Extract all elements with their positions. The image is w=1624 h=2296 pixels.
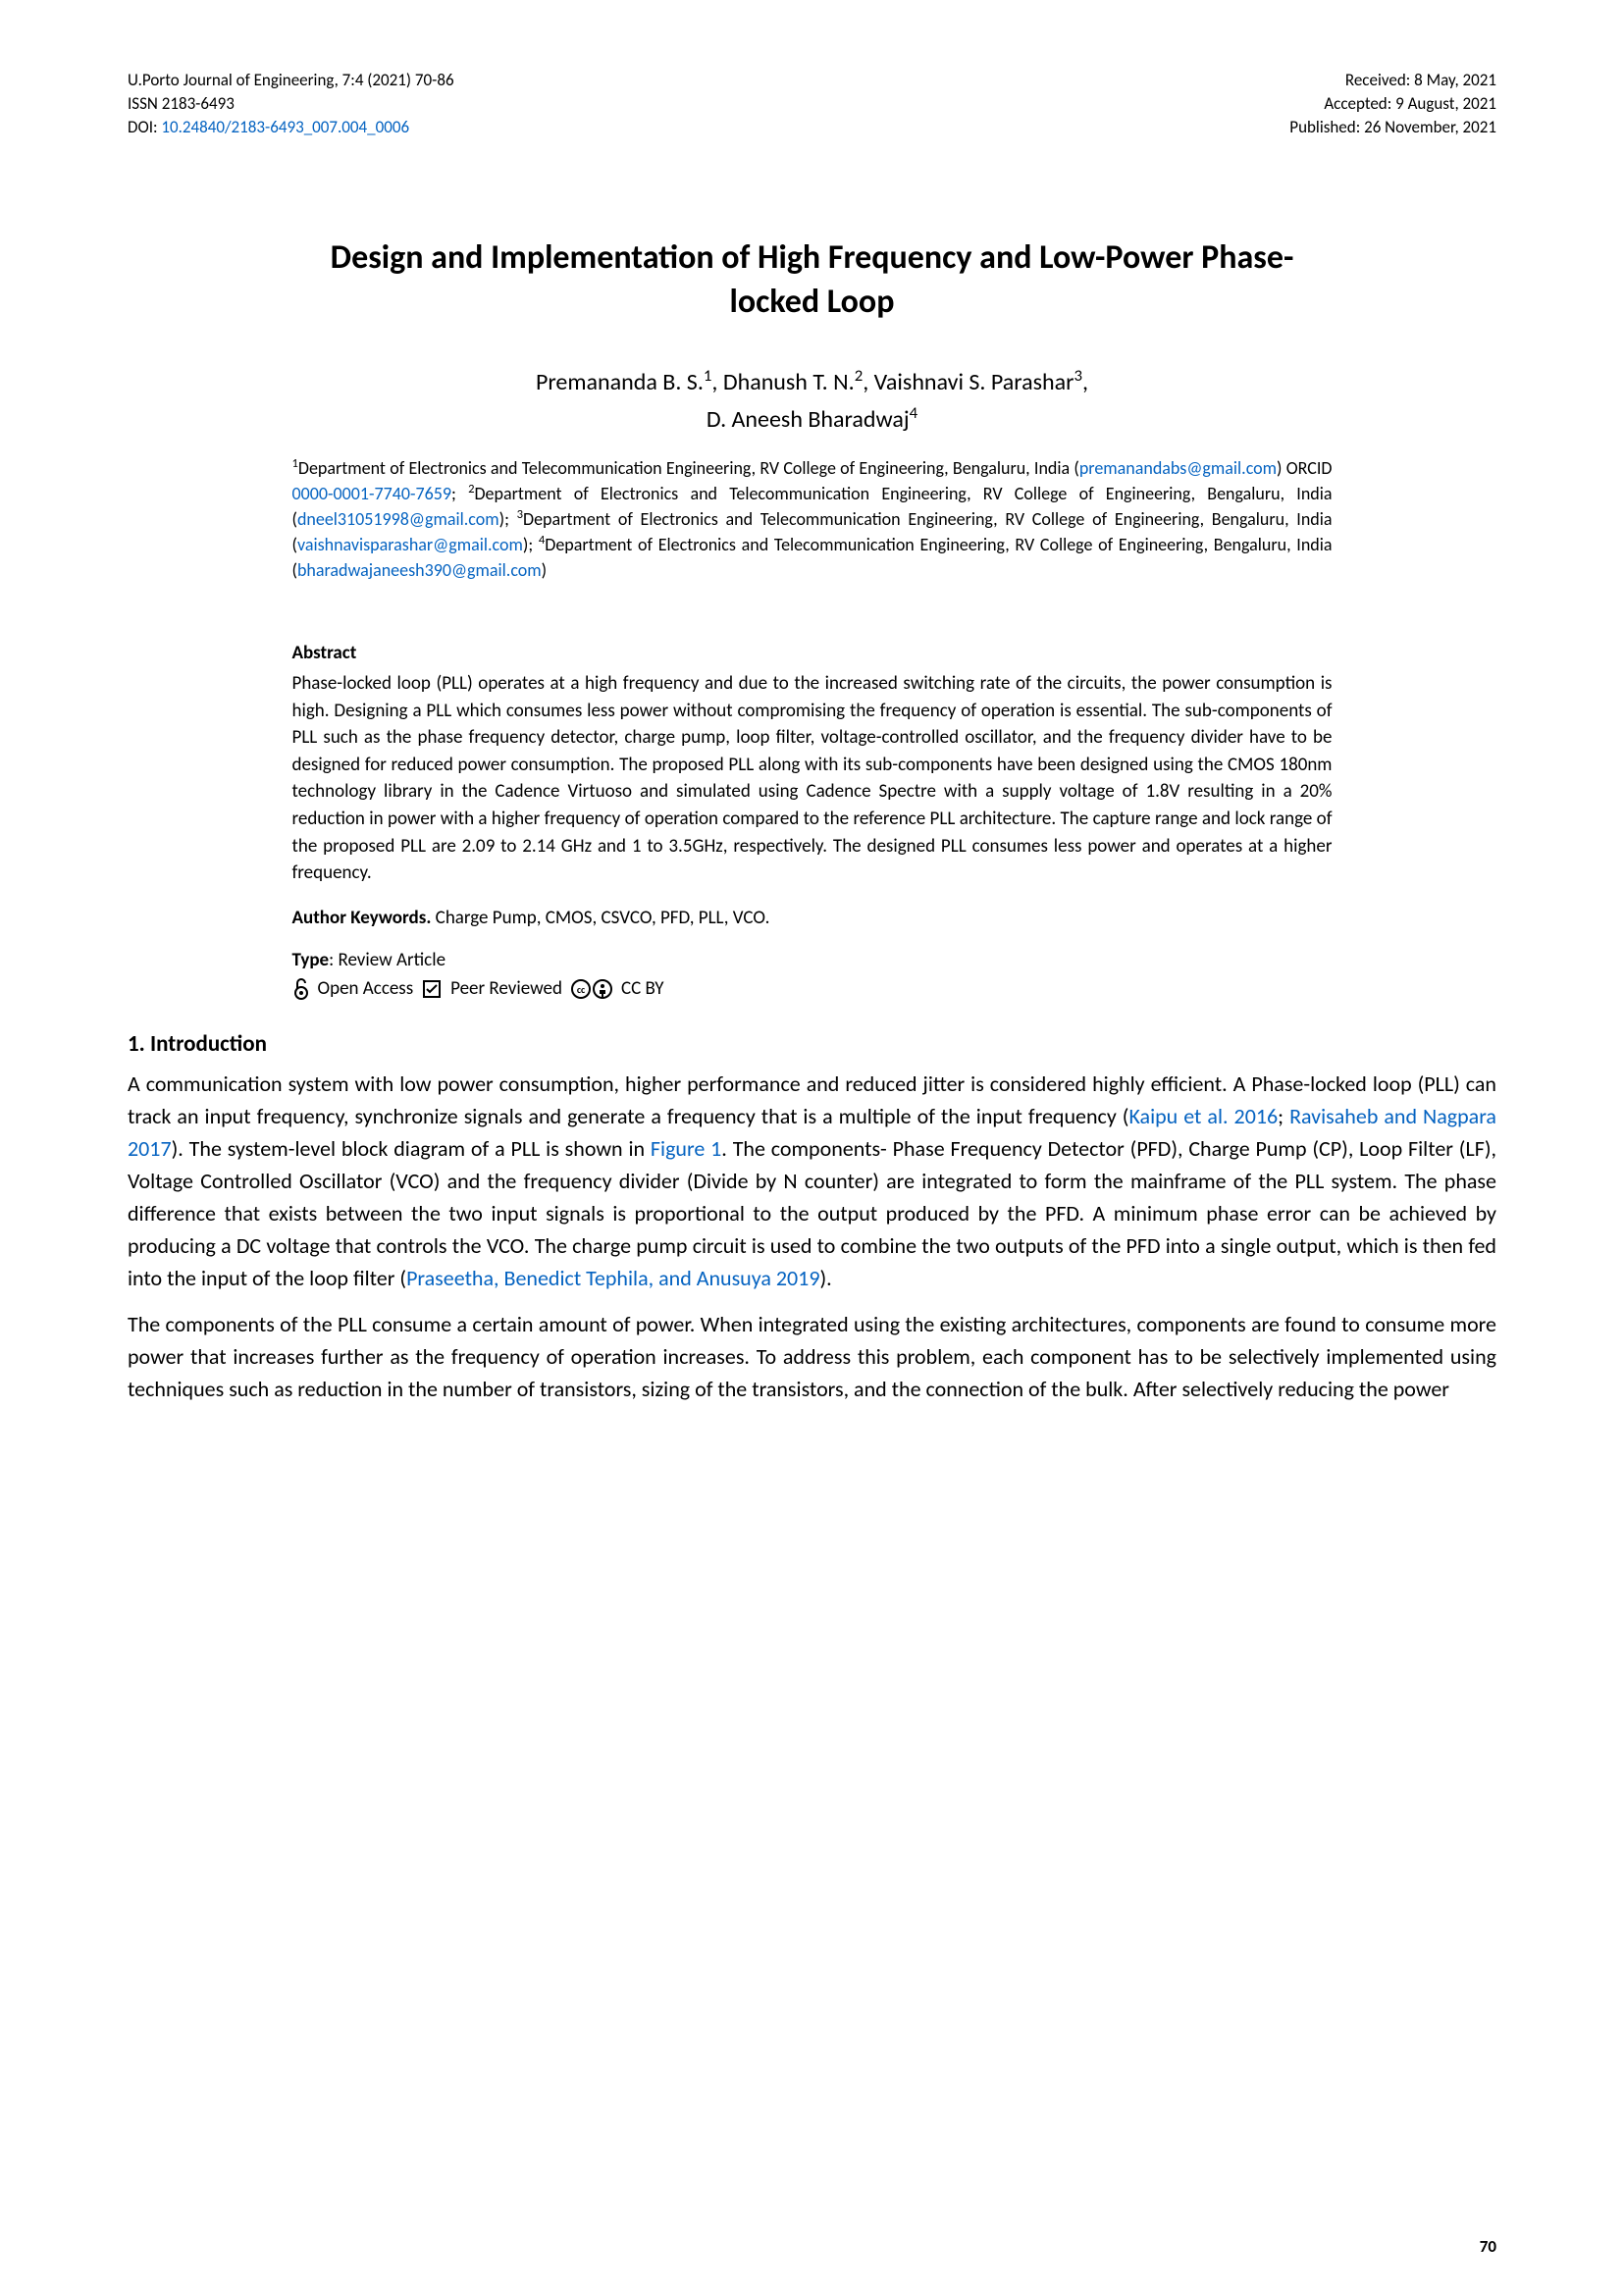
aff3-text2: ); xyxy=(523,534,539,555)
p1-b: ; xyxy=(1278,1103,1289,1129)
author-4: D. Aneesh Bharadwaj xyxy=(707,405,910,434)
badges-row: Open Access Peer Reviewed cc CC BY xyxy=(292,977,1333,1001)
type-line: Type: Review Article xyxy=(292,949,1333,971)
aff1-orcid[interactable]: 0000-0001-7740-7659 xyxy=(292,483,452,504)
issn-line: ISSN 2183-6493 xyxy=(128,92,454,116)
received-line: Received: 8 May, 2021 xyxy=(1289,69,1496,92)
citation-praseetha[interactable]: Praseetha, Benedict Tephila, and Anusuya… xyxy=(406,1265,819,1291)
aff2-email[interactable]: dneel31051998@gmail.com xyxy=(297,508,499,530)
citation-kaipu[interactable]: Kaipu et al. 2016 xyxy=(1128,1103,1278,1129)
type-value: : Review Article xyxy=(329,949,445,971)
published-line: Published: 26 November, 2021 xyxy=(1289,116,1496,139)
authors-block: Premananda B. S.1, Dhanush T. N.2, Vaish… xyxy=(128,363,1496,438)
abstract-block: Abstract Phase-locked loop (PLL) operate… xyxy=(292,642,1333,1000)
aff2-text2: ); xyxy=(499,508,517,530)
author-1: Premananda B. S. xyxy=(536,368,704,396)
author-1-sup: 1 xyxy=(704,365,712,386)
p1-e: ). xyxy=(819,1265,831,1291)
peer-reviewed-label: Peer Reviewed xyxy=(450,977,562,1000)
page-number: 70 xyxy=(1480,2236,1496,2257)
aff4-email[interactable]: bharadwajaneesh390@gmail.com xyxy=(297,559,542,581)
peer-reviewed-icon xyxy=(421,978,443,1000)
header-left: U.Porto Journal of Engineering, 7:4 (202… xyxy=(128,69,454,138)
section-1-para-1: A communication system with low power co… xyxy=(128,1068,1496,1294)
doi-label: DOI: xyxy=(128,117,161,137)
open-access-label: Open Access xyxy=(318,977,414,1000)
abstract-body: Phase-locked loop (PLL) operates at a hi… xyxy=(292,670,1333,886)
keywords-text: Charge Pump, CMOS, CSVCO, PFD, PLL, VCO. xyxy=(431,907,769,929)
author-2: Dhanush T. N. xyxy=(723,368,855,396)
aff4-text2: ) xyxy=(542,559,547,581)
type-label: Type xyxy=(292,949,330,971)
keywords-label: Author Keywords. xyxy=(292,907,432,929)
figure-1-ref[interactable]: Figure 1 xyxy=(651,1135,721,1162)
doi-link[interactable]: 10.24840/2183-6493_007.004_0006 xyxy=(161,117,409,137)
svg-text:cc: cc xyxy=(577,983,586,996)
accepted-line: Accepted: 9 August, 2021 xyxy=(1289,92,1496,116)
affiliations-block: 1Department of Electronics and Telecommu… xyxy=(292,455,1333,583)
author-3: Vaishnavi S. Parashar xyxy=(874,368,1074,396)
cc-by-label: CC BY xyxy=(621,977,664,1000)
author-2-sup: 2 xyxy=(855,365,864,386)
abstract-heading: Abstract xyxy=(292,642,1333,664)
paper-title: Design and Implementation of High Freque… xyxy=(322,236,1303,323)
open-access-icon xyxy=(292,977,310,1001)
aff3-email[interactable]: vaishnavisparashar@gmail.com xyxy=(297,534,523,555)
header-right: Received: 8 May, 2021 Accepted: 9 August… xyxy=(1289,69,1496,138)
aff1-text3: ; xyxy=(451,483,468,504)
keywords-line: Author Keywords. Charge Pump, CMOS, CSVC… xyxy=(292,907,1333,929)
aff1-email[interactable]: premanandabs@gmail.com xyxy=(1079,457,1277,479)
doi-line: DOI: 10.24840/2183-6493_007.004_0006 xyxy=(128,116,454,139)
section-1-para-2: The components of the PLL consume a cert… xyxy=(128,1308,1496,1405)
author-4-sup: 4 xyxy=(910,402,918,423)
cc-by-icon: cc xyxy=(570,978,613,1000)
aff1-text: Department of Electronics and Telecommun… xyxy=(298,457,1079,479)
journal-line: U.Porto Journal of Engineering, 7:4 (202… xyxy=(128,69,454,92)
section-1-heading: 1. Introduction xyxy=(128,1030,1496,1058)
author-3-sup: 3 xyxy=(1074,365,1083,386)
aff1-text2: ) ORCID xyxy=(1277,457,1332,479)
p1-c: ). The system-level block diagram of a P… xyxy=(172,1135,651,1162)
page-header: U.Porto Journal of Engineering, 7:4 (202… xyxy=(128,69,1496,138)
